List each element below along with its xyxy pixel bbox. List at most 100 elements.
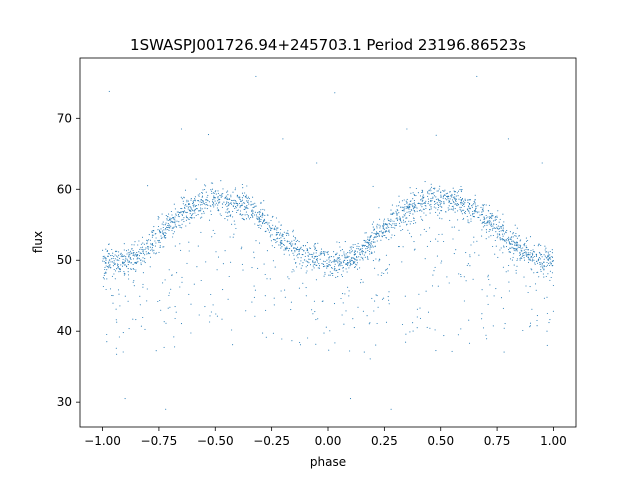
data-point: [329, 264, 331, 266]
data-point: [337, 276, 339, 278]
data-point: [531, 269, 533, 271]
data-point: [457, 219, 459, 221]
data-point: [141, 252, 143, 254]
data-point: [127, 264, 129, 266]
data-point: [453, 190, 455, 192]
data-point: [228, 198, 230, 200]
data-point: [115, 268, 118, 270]
data-point: [455, 200, 457, 203]
data-point: [395, 212, 397, 214]
data-point: [453, 196, 455, 198]
data-point: [318, 254, 320, 256]
data-point: [313, 263, 315, 265]
data-point: [123, 255, 125, 257]
data-point: [276, 229, 278, 231]
data-point: [179, 226, 181, 229]
data-point: [176, 220, 178, 222]
data-point: [341, 314, 343, 316]
data-point: [407, 206, 409, 208]
data-point: [117, 265, 119, 268]
data-point: [360, 282, 362, 284]
data-point: [531, 256, 533, 258]
data-point: [551, 249, 553, 251]
data-point: [153, 226, 155, 228]
data-point: [298, 249, 301, 251]
data-point: [226, 212, 229, 214]
data-point: [387, 296, 389, 298]
data-point: [205, 204, 207, 206]
data-point: [472, 204, 474, 206]
data-point: [508, 290, 510, 292]
data-point: [179, 286, 181, 288]
data-point: [316, 261, 319, 263]
data-point: [407, 207, 409, 209]
data-point: [336, 252, 338, 254]
data-point: [421, 203, 423, 205]
data-point: [182, 203, 184, 205]
data-point: [473, 209, 475, 212]
data-point: [535, 255, 537, 257]
data-point: [140, 259, 142, 262]
data-point: [189, 203, 191, 205]
data-point: [201, 196, 203, 198]
data-point: [280, 247, 282, 249]
data-point: [294, 237, 296, 239]
data-point: [256, 217, 258, 219]
data-point: [513, 264, 515, 266]
data-point: [271, 227, 273, 229]
data-point: [437, 209, 439, 211]
data-point: [538, 251, 540, 253]
data-point: [474, 194, 476, 196]
data-point: [489, 216, 491, 218]
data-point: [430, 186, 433, 188]
data-point: [196, 208, 198, 210]
data-point: [174, 222, 176, 224]
data-point: [114, 263, 116, 265]
data-point: [387, 218, 389, 220]
data-point: [459, 202, 462, 204]
data-point: [473, 215, 475, 218]
data-point: [375, 231, 378, 233]
data-point: [384, 230, 386, 232]
y-tick-label: 30: [57, 395, 72, 409]
data-point: [375, 258, 377, 260]
data-point: [260, 227, 262, 229]
data-point: [519, 246, 521, 248]
data-point: [181, 223, 183, 225]
data-point: [263, 221, 265, 223]
data-point: [382, 232, 384, 234]
data-point: [182, 218, 184, 221]
y-tick-label: 70: [57, 111, 72, 125]
data-point: [420, 234, 422, 236]
data-point: [427, 198, 429, 200]
data-point: [483, 217, 485, 219]
data-point: [460, 191, 462, 193]
data-point: [464, 213, 466, 215]
data-point: [441, 206, 443, 208]
data-point: [286, 234, 288, 236]
data-point: [112, 257, 114, 259]
data-point: [304, 245, 307, 247]
data-point: [338, 241, 340, 244]
data-point: [214, 204, 216, 206]
data-point: [210, 182, 212, 184]
data-point: [460, 209, 462, 211]
data-point: [367, 258, 369, 260]
data-point: [354, 250, 356, 252]
data-point: [175, 214, 177, 216]
data-point: [197, 214, 199, 216]
data-point: [356, 256, 358, 258]
data-point: [523, 245, 525, 247]
data-point: [246, 206, 248, 208]
data-point: [181, 219, 183, 221]
data-point: [264, 220, 266, 222]
data-point: [398, 205, 400, 207]
data-point: [200, 279, 202, 282]
data-point: [108, 243, 110, 245]
data-point: [460, 276, 462, 278]
data-point: [230, 202, 232, 204]
data-point: [365, 232, 367, 234]
data-point: [401, 261, 403, 263]
data-point: [224, 197, 226, 199]
data-point: [210, 213, 212, 216]
